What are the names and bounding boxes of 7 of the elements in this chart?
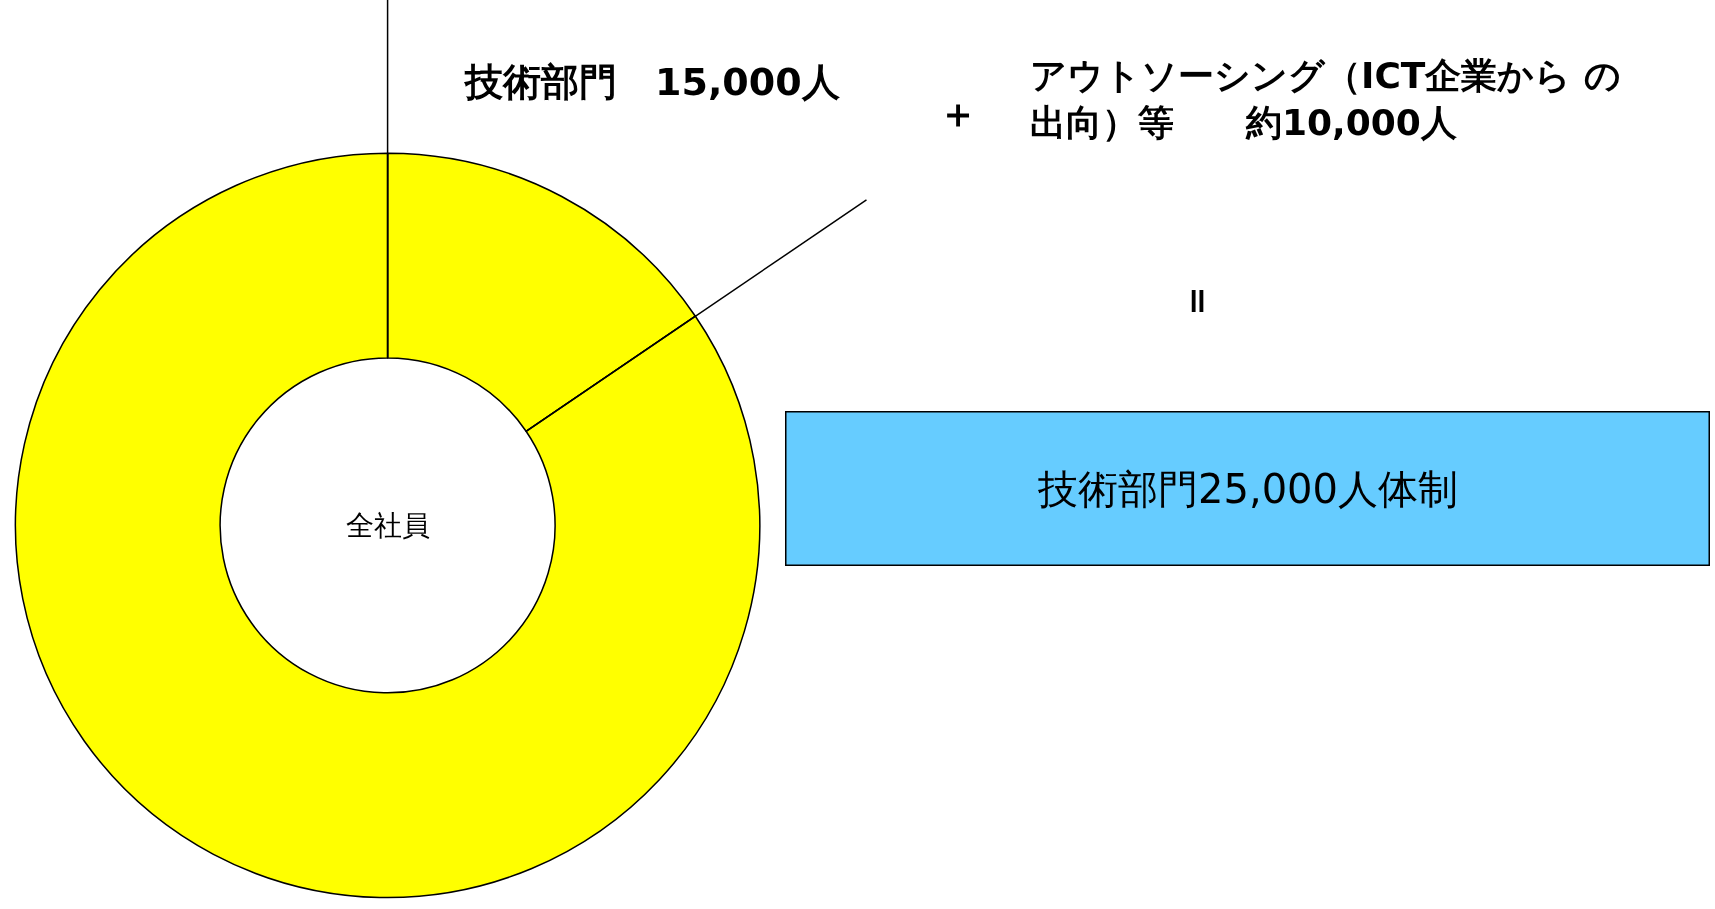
slice-label: 技術部門 15,000人 xyxy=(463,60,840,104)
text: ＝ xyxy=(1177,281,1223,321)
text: アウトソーシング（ICT企業から の xyxy=(1030,55,1621,96)
text: 出向）等 約10,000人 xyxy=(1030,102,1457,143)
text: 全社員 xyxy=(346,509,430,542)
text: 技術部門25,000人体制 xyxy=(1037,465,1458,512)
text: ＋ xyxy=(938,90,978,136)
